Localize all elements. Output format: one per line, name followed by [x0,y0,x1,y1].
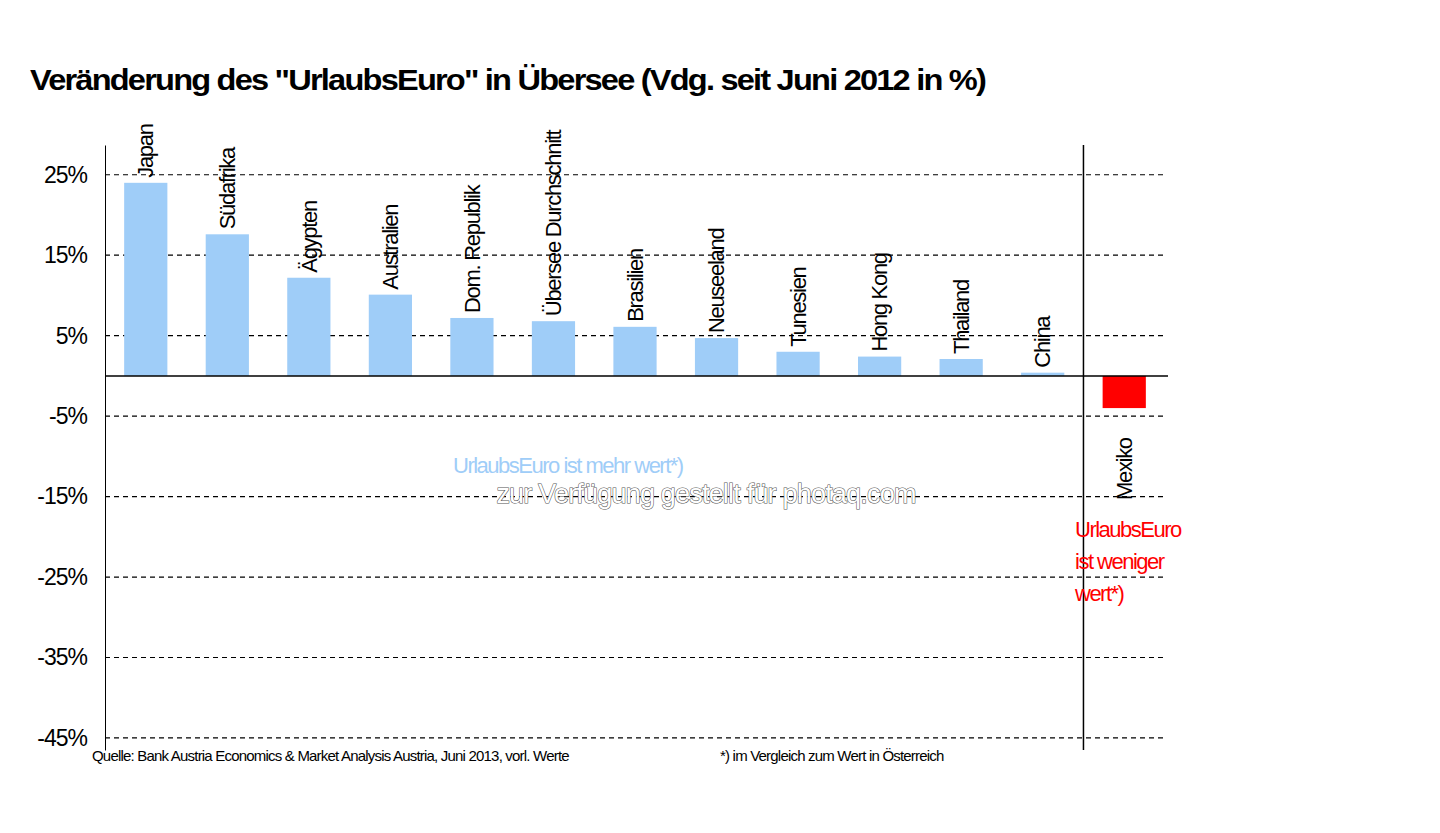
y-tick-label: -35% [37,644,87,670]
bar [613,327,656,376]
category-label: Tunesien [786,267,811,346]
y-tick: 15% [44,242,105,268]
zero-line [105,375,1168,377]
bar [858,357,901,376]
y-axis-line [105,146,106,751]
bar [287,278,330,376]
footnote: *) im Vergleich zum Wert in Österreich [720,747,944,764]
separator [1083,145,1085,750]
y-tick: 25% [44,162,105,188]
category-label: Japan [133,124,158,178]
grid [105,175,1165,738]
y-axis: 25% 15% 5% -5% -15% -25% -35% -45% [37,146,105,751]
bar [124,183,167,376]
bar [940,359,983,376]
y-tick-label: 5% [56,323,88,349]
category-label: Südafrika [215,146,240,229]
category-label: Hong Kong [867,253,892,351]
grid-line [105,174,1165,175]
y-tick-label: 25% [44,162,88,188]
annotation: UrlaubsEuro ist mehr wert*) [453,453,683,478]
category-label: Neuseeland [704,229,729,333]
bar [1103,376,1146,408]
bar [695,338,738,376]
title: Veränderung des "UrlaubsEuro" in Übersee… [30,64,986,96]
annotation: UrlaubsEuroist wenigerwert*) [1074,517,1182,606]
grid-line [105,737,1165,738]
chart: Veränderung des "UrlaubsEuro" in Übersee… [0,0,1440,833]
category-label: Übersee Durchschnitt [541,129,566,316]
y-tick-label: -15% [37,483,87,509]
category-label: Brasilien [623,249,648,322]
category-label: Ägypten [297,201,322,273]
y-tick: 5% [56,323,105,349]
grid-line [105,576,1165,577]
y-tick: -25% [37,564,105,590]
category-labels: Japan Südafrika Ägypten Australien Dom. Repu… [133,124,1136,500]
category-label: Dom. Republik [460,183,485,313]
watermark: zur Verfügung gestellt für photaq.com [496,479,915,509]
bar [206,234,249,376]
y-tick: -5% [49,403,105,429]
y-tick-label: -25% [37,564,87,590]
bars [124,183,1146,408]
grid-line [105,416,1165,417]
source: Quelle: Bank Austria Economics & Market … [92,747,569,764]
bar [369,295,412,376]
y-tick: -35% [37,644,105,670]
category-label: China [1030,315,1055,368]
category-label: Australien [378,205,403,290]
category-label: Thailand [949,280,974,354]
bar [776,352,819,376]
bar [532,321,575,376]
grid-line [105,657,1165,658]
y-tick-label: 15% [44,242,88,268]
bar [450,318,493,376]
y-tick-label: -5% [49,403,87,429]
category-label: Mexiko [1112,437,1137,500]
y-tick: -15% [37,483,105,509]
y-tick-label: -45% [37,725,87,751]
